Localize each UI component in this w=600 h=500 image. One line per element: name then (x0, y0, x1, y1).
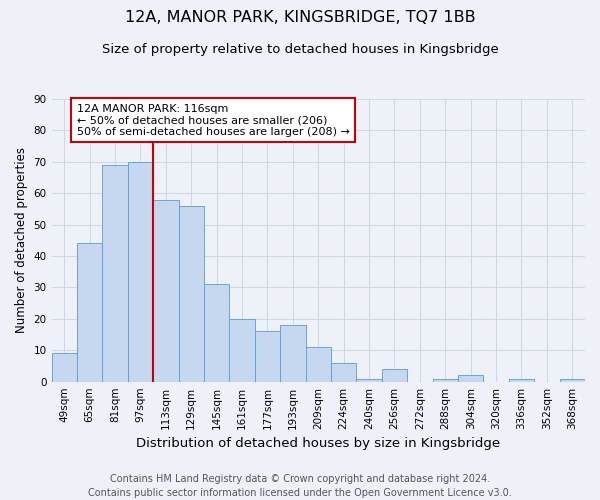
Text: Contains HM Land Registry data © Crown copyright and database right 2024.
Contai: Contains HM Land Registry data © Crown c… (88, 474, 512, 498)
Bar (560, 378, 585, 382)
Bar (433, 378, 458, 382)
Text: Size of property relative to detached houses in Kingsbridge: Size of property relative to detached ho… (101, 42, 499, 56)
Bar (509, 378, 534, 382)
Bar (229, 319, 255, 382)
Bar (305, 347, 331, 382)
Bar (356, 378, 382, 382)
Bar (103, 165, 128, 382)
Bar (153, 200, 179, 382)
Bar (331, 363, 356, 382)
Bar (204, 284, 229, 382)
Bar (128, 162, 153, 382)
Bar (382, 369, 407, 382)
Bar (458, 376, 484, 382)
Bar (255, 332, 280, 382)
Y-axis label: Number of detached properties: Number of detached properties (15, 148, 28, 334)
Bar (280, 325, 305, 382)
Bar (52, 354, 77, 382)
Bar (77, 244, 103, 382)
Text: 12A, MANOR PARK, KINGSBRIDGE, TQ7 1BB: 12A, MANOR PARK, KINGSBRIDGE, TQ7 1BB (125, 10, 475, 25)
X-axis label: Distribution of detached houses by size in Kingsbridge: Distribution of detached houses by size … (136, 437, 500, 450)
Text: 12A MANOR PARK: 116sqm
← 50% of detached houses are smaller (206)
50% of semi-de: 12A MANOR PARK: 116sqm ← 50% of detached… (77, 104, 350, 137)
Bar (179, 206, 204, 382)
